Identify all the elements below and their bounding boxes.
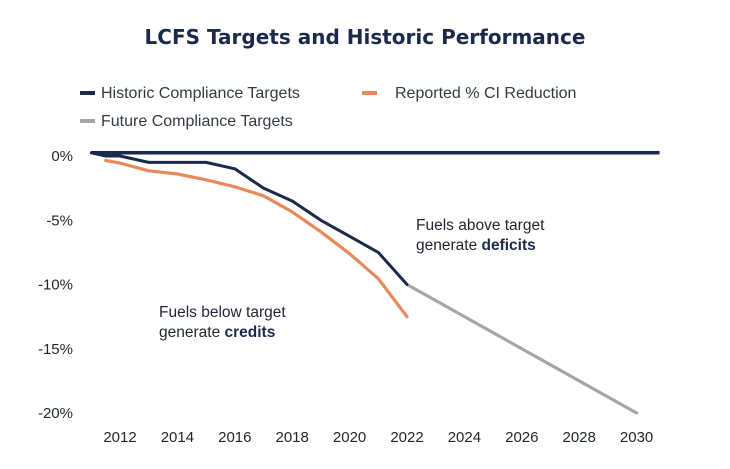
x-tick-label: 2016 bbox=[218, 429, 251, 446]
x-tick-label: 2022 bbox=[390, 429, 423, 446]
chart-title: LCFS Targets and Historic Performance bbox=[145, 25, 586, 49]
x-tick-label: 2026 bbox=[505, 429, 538, 446]
legend-label-future: Future Compliance Targets bbox=[101, 113, 293, 130]
annotation-credits-bold: credits bbox=[225, 324, 276, 341]
series-line-reported bbox=[104, 158, 409, 319]
y-tick-label: 0% bbox=[51, 148, 73, 165]
annotation-deficits-bold: deficits bbox=[482, 237, 536, 254]
y-tick-label: -15% bbox=[38, 341, 73, 358]
x-tick-label: 2020 bbox=[333, 429, 366, 446]
series-line-historic bbox=[89, 151, 409, 286]
annotation-deficits-line2: generate bbox=[416, 237, 482, 254]
legend-label-historic: Historic Compliance Targets bbox=[101, 85, 300, 102]
y-tick-label: -5% bbox=[46, 212, 73, 229]
annotation-deficits-line1: Fuels above target bbox=[416, 217, 545, 234]
y-tick-label: -10% bbox=[38, 277, 73, 294]
annotation-deficits: Fuels above target generate deficits bbox=[416, 217, 549, 254]
legend: Historic Compliance Targets Reported % C… bbox=[80, 85, 576, 130]
annotation-credits-line1: Fuels below target bbox=[159, 304, 286, 321]
x-tick-label: 2024 bbox=[448, 429, 481, 446]
x-tick-label: 2012 bbox=[103, 429, 136, 446]
y-axis-ticks: 0% -5% -10% -15% -20% bbox=[38, 148, 73, 422]
x-axis-ticks: 2012 2014 2016 2018 2020 2022 2024 2026 2028 2030 bbox=[103, 429, 653, 446]
plot-area bbox=[89, 151, 660, 415]
x-tick-label: 2018 bbox=[276, 429, 309, 446]
annotation-credits: Fuels below target generate credits bbox=[159, 304, 290, 341]
legend-label-reported: Reported % CI Reduction bbox=[395, 85, 576, 102]
y-tick-label: -20% bbox=[38, 405, 73, 422]
x-tick-label: 2030 bbox=[620, 429, 653, 446]
x-tick-label: 2014 bbox=[161, 429, 194, 446]
annotation-credits-line2: generate bbox=[159, 324, 225, 341]
series-line-future bbox=[405, 282, 639, 415]
x-tick-label: 2028 bbox=[563, 429, 596, 446]
